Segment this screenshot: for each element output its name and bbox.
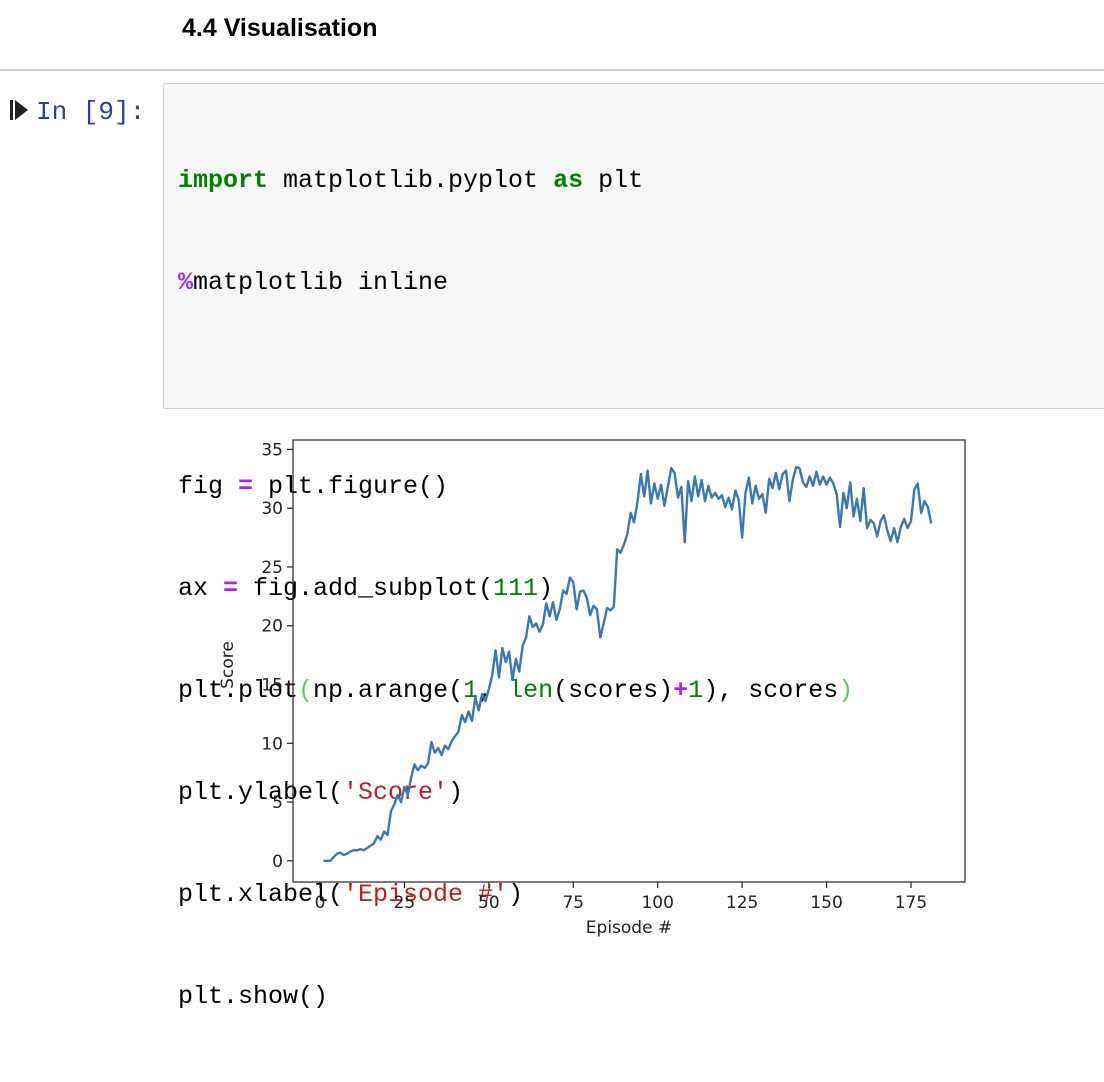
y-axis-label: Score [218,641,238,689]
token: + [673,676,689,705]
code-line: plt.show() [178,980,853,1014]
x-tick-label: 50 [478,893,500,913]
y-tick-label: 10 [261,734,283,754]
x-tick-label: 0 [315,893,326,913]
code-line: fig = plt.figure() [178,470,853,504]
y-tick-label: 20 [261,617,283,637]
x-tick-label: 75 [562,893,584,913]
token: plt.ylabel( [178,778,344,807]
token: plt.plot [178,676,299,705]
token: 1 [688,676,704,705]
token: plt.show() [178,982,329,1011]
blank-line [178,368,853,402]
token: 'Episode #' [343,880,509,909]
y-tick-label: 30 [261,499,283,519]
x-tick-label: 175 [895,893,927,913]
token: matplotlib.pyplot [268,166,554,195]
run-cell-icon[interactable] [8,98,30,122]
token: as [553,166,584,195]
token: = [238,472,254,501]
token: plt.xlabel( [178,880,344,909]
code-line: %matplotlib inline [178,266,853,300]
code: import matplotlib.pyplot as plt %matplot… [178,96,853,1082]
x-tick-label: 25 [394,893,416,913]
y-tick-label: 35 [261,440,283,460]
y-tick-label: 25 [261,558,283,578]
y-tick-label: 5 [272,793,283,813]
token: matplotlib inline [193,268,449,297]
token: 111 [493,574,539,603]
plot-frame [292,439,966,883]
token: plt [583,166,644,195]
notebook-page: {"heading": "4.4 Visualisation", "prompt… [0,14,1104,1011]
cell-divider [0,69,1104,71]
token: ), scores [703,676,839,705]
y-tick-label: 0 [272,852,283,872]
token: len [508,676,554,705]
token: = [223,574,239,603]
code-cell[interactable]: import matplotlib.pyplot as plt %matplot… [163,83,1104,1011]
token: plt.figure() [253,472,449,501]
token: import [178,166,269,195]
input-prompt: In [9]: [36,97,146,127]
token: np.arange( [313,676,464,705]
token: ) [838,676,854,705]
code-line: plt.plot(np.arange(1, len(scores)+1), sc… [178,674,853,708]
chart: Score Episode # 0 5 10 15 20 25 30 35 0 25 50 75 100… [218,439,966,938]
token: (scores) [553,676,674,705]
x-axis-label: Episode # [586,918,672,938]
token: % [178,268,194,297]
token: ( [298,676,314,705]
x-tick-label: 100 [641,893,673,913]
y-tick-label: 15 [261,676,283,696]
token: ) [538,574,554,603]
x-tick-label: 125 [726,893,758,913]
x-tick-label: 150 [810,893,842,913]
token: ax [178,574,224,603]
code-line: import matplotlib.pyplot as plt [178,164,853,198]
code-line: plt.xlabel('Episode #') [178,878,853,912]
section-heading: 4.4 Visualisation [182,14,378,42]
token: fig [178,472,239,501]
data-line [323,465,933,863]
token: ) [448,778,464,807]
token: ) [508,880,524,909]
